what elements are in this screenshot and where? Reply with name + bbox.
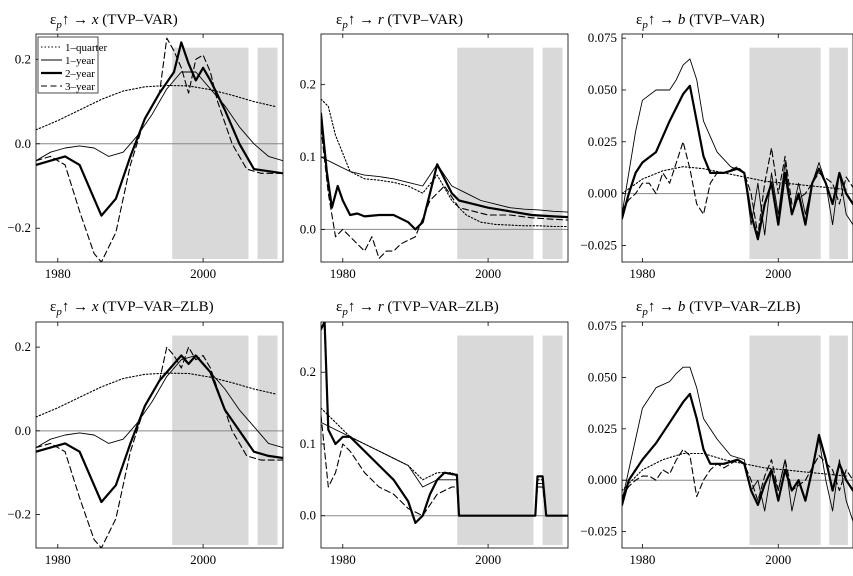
shaded-period-2	[257, 47, 278, 260]
panel-title: εp↑ → b (TVP–VAR–ZLB)	[636, 299, 800, 318]
chart-panel-5: 0.0 0.1 0.2 1980 2000 εp↑ → r (TVP–VAR–ZLB)	[300, 299, 569, 567]
y-tick-label: 0.1	[300, 149, 316, 164]
chart-panel-4: −0.2 0.0 0.2 1980 2000 εp↑ → x (TVP–VAR–ZLB)	[7, 299, 284, 567]
series-line-dashed	[36, 37, 283, 262]
x-tick-label: 1980	[330, 266, 356, 281]
series-line-thick	[36, 354, 283, 504]
x-tick-label: 2000	[475, 266, 501, 281]
y-tick-label: 0.1	[300, 436, 316, 451]
shaded-period-1	[172, 47, 249, 260]
series-line-dotted	[622, 166, 847, 195]
series-line-dashed	[321, 414, 568, 517]
series-line-thin	[321, 156, 568, 213]
y-tick-label: 0.000	[588, 472, 617, 487]
chart-panel-1: −0.2 0.0 0.2 1980 2000 εp↑ → x (TVP–VAR)	[7, 12, 284, 281]
shaded-period-2	[829, 47, 848, 260]
y-tick-label: 0.075	[588, 318, 617, 333]
legend-label: 3–year	[65, 81, 95, 93]
series-line-thin	[622, 366, 853, 522]
shaded-period-1	[749, 335, 821, 545]
y-tick-label: −0.025	[580, 237, 617, 252]
shaded-period-1	[172, 335, 249, 545]
y-tick-label: 0.2	[15, 51, 31, 66]
plot-frame	[621, 33, 853, 263]
shaded-period-2	[829, 335, 848, 545]
y-tick-label: 0.075	[588, 30, 617, 45]
y-tick-label: 0.025	[588, 421, 617, 436]
panel-title: εp↑ → b (TVP–VAR)	[636, 12, 765, 31]
x-tick-label: 1980	[629, 266, 655, 281]
x-tick-label: 1980	[45, 552, 71, 567]
series-line-thin	[622, 58, 853, 236]
shaded-period-2	[257, 335, 278, 545]
series-group	[622, 58, 853, 241]
series-line-thick	[36, 41, 283, 217]
series-group	[36, 37, 283, 262]
x-tick-label: 1980	[629, 552, 655, 567]
y-tick-label: 0.0	[15, 423, 31, 438]
y-tick-label: 0.0	[300, 221, 316, 236]
series-line-dotted	[622, 452, 847, 492]
plot-frame	[35, 33, 284, 263]
x-tick-label: 2000	[190, 552, 216, 567]
panel-title: εp↑ → r (TVP–VAR–ZLB)	[336, 299, 499, 318]
legend-box	[37, 36, 99, 94]
x-tick-label: 1980	[330, 552, 356, 567]
plot-frame	[35, 321, 284, 549]
plot-frame	[320, 321, 569, 549]
y-tick-label: 0.0	[300, 508, 316, 523]
y-tick-label: 0.025	[588, 134, 617, 149]
y-tick-label: −0.025	[580, 524, 617, 539]
panel-title: εp↑ → x (TVP–VAR)	[50, 12, 178, 31]
plot-frame	[320, 33, 569, 263]
series-line-thin	[36, 355, 283, 449]
y-tick-label: 0.000	[588, 186, 617, 201]
y-tick-label: 0.2	[15, 339, 31, 354]
series-line-dashed	[36, 346, 283, 548]
y-tick-label: 0.050	[588, 82, 617, 97]
plot-frame	[621, 321, 853, 549]
shaded-period-1	[457, 335, 534, 545]
x-tick-label: 1980	[45, 266, 71, 281]
shaded-period-2	[542, 335, 563, 545]
chart-panel-3: −0.025 0.000 0.025 0.050 0.075 1980 2000 εp↑ → …	[580, 12, 853, 281]
series-line-dashed	[321, 127, 568, 259]
x-tick-label: 2000	[765, 552, 791, 567]
series-line-dashed	[622, 448, 853, 502]
panel-title: εp↑ → x (TVP–VAR–ZLB)	[50, 299, 214, 318]
series-line-dashed	[622, 141, 853, 236]
series-group	[321, 322, 568, 525]
series-line-thick	[321, 112, 568, 231]
legend-label: 2–year	[65, 68, 95, 80]
y-tick-label: −0.2	[7, 507, 31, 522]
panel-title: εp↑ → r (TVP–VAR)	[336, 12, 463, 31]
chart-panel-6: −0.025 0.000 0.025 0.050 0.075 1980 2000 εp↑ → …	[580, 299, 853, 567]
series-line-thick	[622, 84, 853, 241]
y-tick-label: 0.050	[588, 369, 617, 384]
legend-label: 1–year	[65, 55, 95, 67]
series-group	[36, 346, 283, 548]
series-group	[321, 98, 568, 259]
y-tick-label: 0.2	[300, 364, 316, 379]
y-tick-label: −0.2	[7, 220, 31, 235]
legend-label: 1–quarter	[65, 42, 107, 54]
series-line-thick	[622, 392, 853, 506]
chart-panel-2: 0.0 0.1 0.2 1980 2000 εp↑ → r (TVP–VAR)	[300, 12, 569, 281]
y-tick-label: 0.0	[15, 136, 31, 151]
series-line-thin	[36, 71, 283, 162]
x-tick-label: 2000	[765, 266, 791, 281]
series-line-dotted	[36, 372, 277, 418]
x-tick-label: 2000	[190, 266, 216, 281]
series-group	[622, 366, 853, 522]
series-line-dotted	[36, 84, 277, 131]
y-tick-label: 0.2	[300, 77, 316, 92]
series-line-dotted	[321, 98, 568, 228]
shaded-period-1	[457, 47, 534, 260]
x-tick-label: 2000	[475, 552, 501, 567]
shaded-period-2	[542, 47, 563, 260]
